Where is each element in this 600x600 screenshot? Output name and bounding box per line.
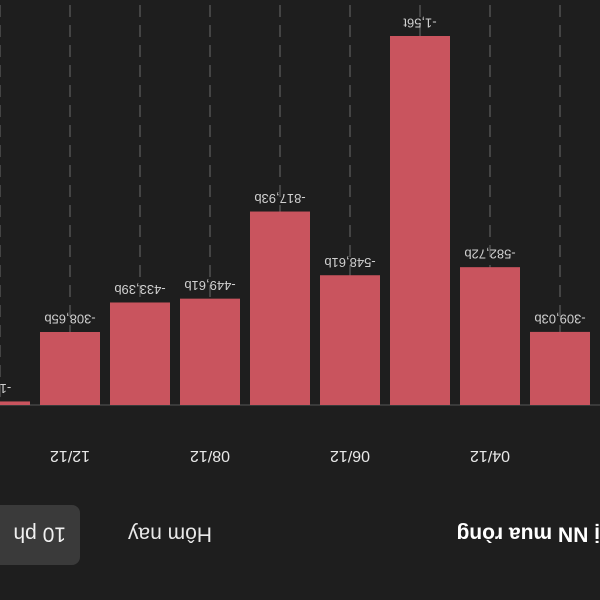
value-label: -817,93b (254, 191, 305, 206)
bar (390, 36, 450, 405)
value-label: -449,61b (184, 278, 235, 293)
panel-title: ị NN mua ròng (456, 522, 600, 545)
bar (40, 331, 100, 405)
x-tick-label: 06/12 (330, 447, 370, 464)
value-label: -1,56t (403, 16, 437, 31)
bar (320, 275, 380, 405)
x-tick-label: 12/12 (50, 447, 90, 464)
bar (530, 331, 590, 405)
bar (180, 298, 240, 405)
tab[interactable]: 10 ph (13, 522, 66, 545)
value-label: -308,65b (44, 312, 95, 327)
value-label: -15, (0, 381, 11, 396)
value-label: -582,72b (464, 247, 515, 262)
bar (110, 302, 170, 405)
tab[interactable]: Hôm nay (127, 522, 212, 545)
bar (460, 267, 520, 405)
value-label: -433,39b (114, 282, 165, 297)
value-label: -548,61b (324, 255, 375, 270)
value-label: -309,03b (534, 311, 585, 326)
x-tick-label: 04/12 (470, 447, 510, 464)
x-tick-label: 08/12 (190, 447, 230, 464)
tab-button[interactable] (0, 505, 80, 565)
bar (250, 211, 310, 405)
bar (0, 401, 30, 405)
